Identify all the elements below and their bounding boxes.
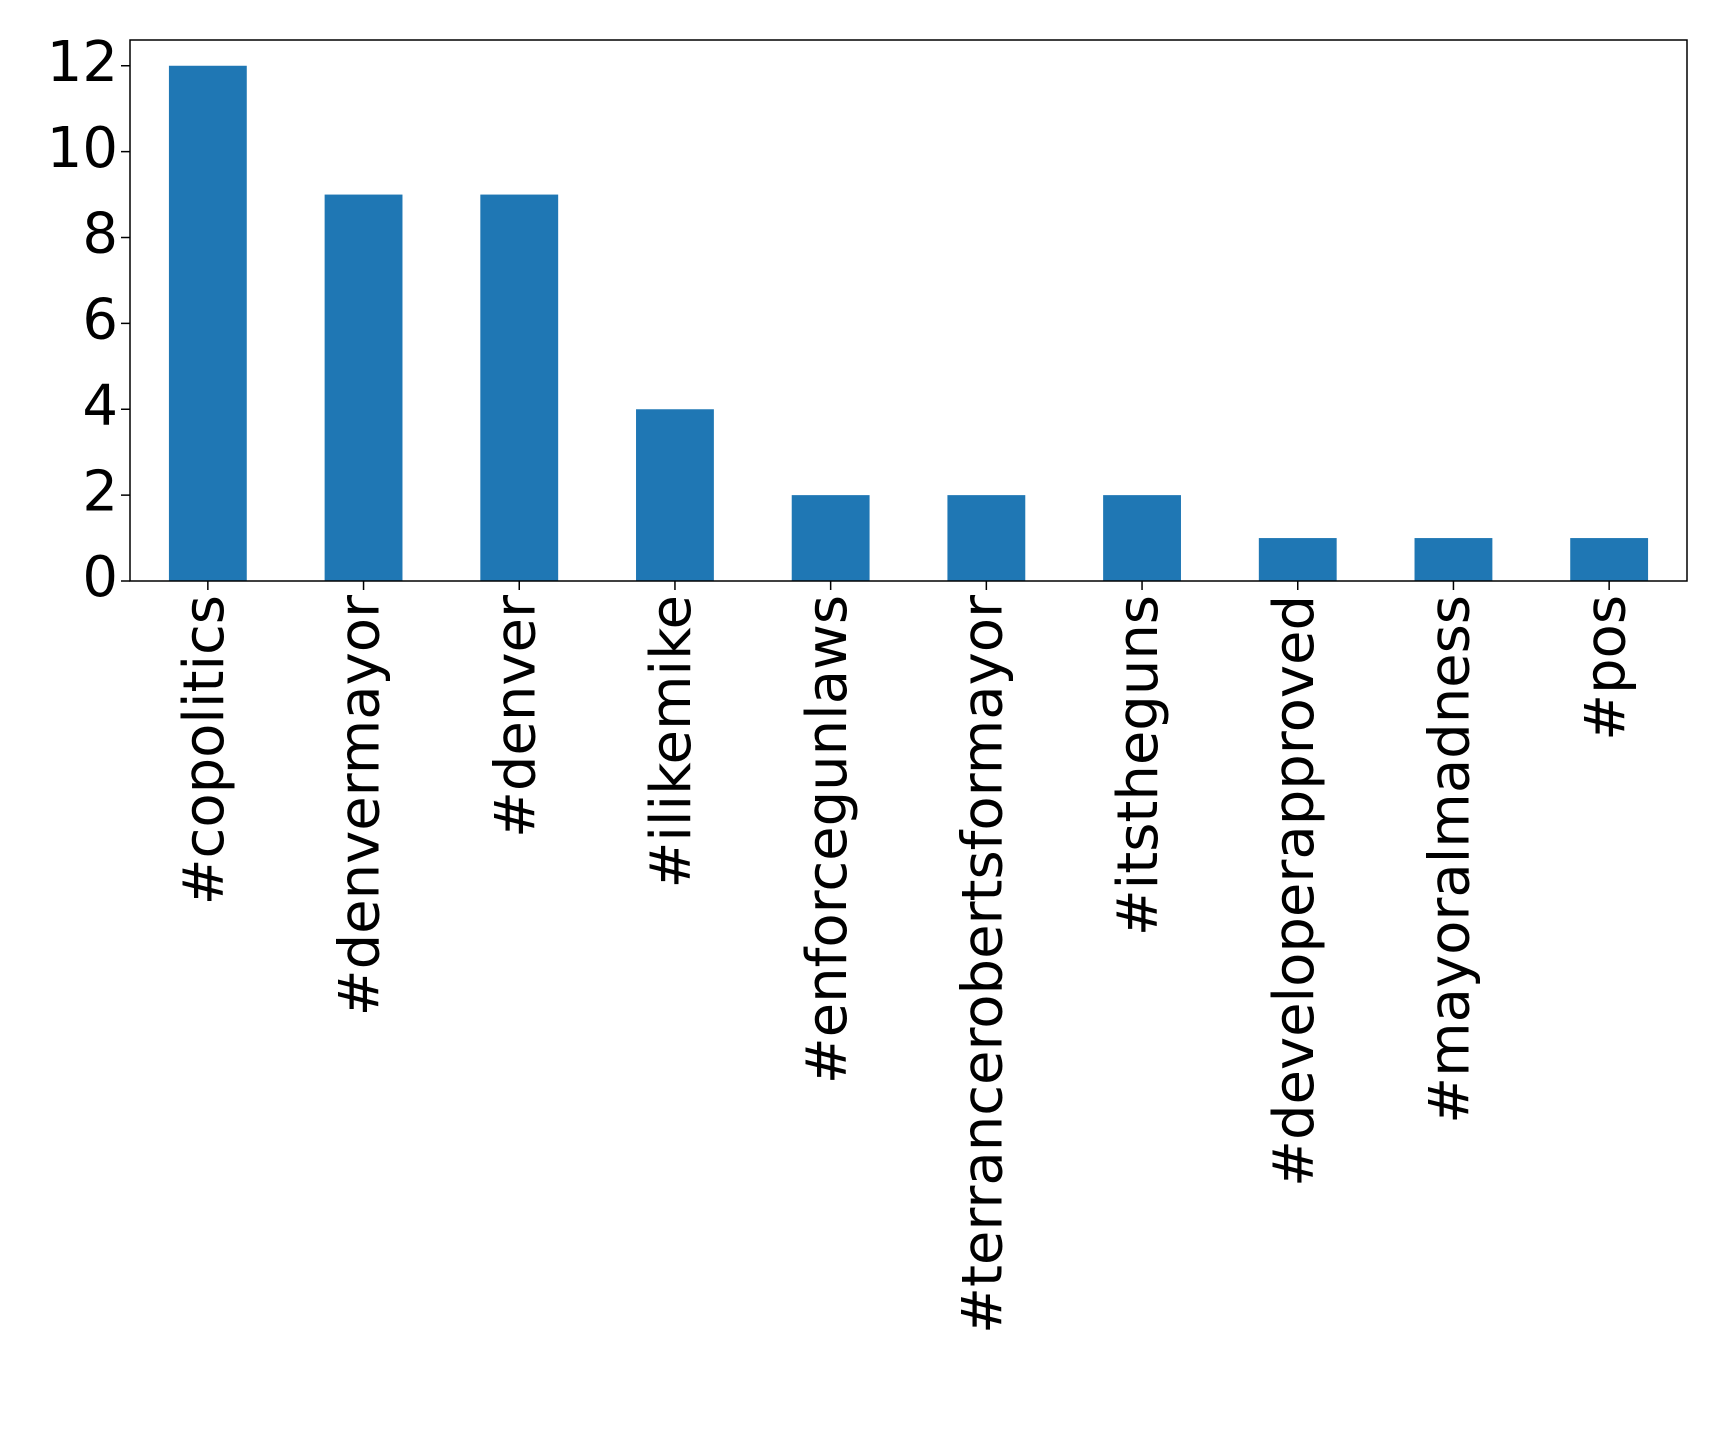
x-tick-label: #terrancerobertsformayor [950, 594, 1015, 1334]
bar [1414, 538, 1493, 581]
x-tick-label: #denvermayor [328, 594, 393, 1016]
bar [480, 194, 559, 582]
y-tick-label: 6 [82, 288, 118, 353]
y-tick-label: 2 [82, 459, 118, 524]
x-tick-label: #mayoralmadness [1418, 595, 1483, 1124]
bar [1570, 538, 1649, 581]
y-tick-label: 8 [82, 202, 118, 267]
x-tick-label: #denver [483, 594, 548, 838]
bar [636, 409, 714, 581]
y-tick-label: 12 [47, 30, 118, 95]
x-tick-label: #itstheguns [1106, 595, 1171, 936]
y-tick-label: 0 [82, 545, 118, 610]
bar [324, 194, 403, 582]
x-tick-label: #enforcegunlaws [795, 595, 860, 1084]
plot-frame [129, 39, 1688, 582]
x-tick-label: #ilikemike [639, 595, 704, 888]
bar [168, 65, 247, 581]
y-tick-label: 10 [47, 116, 118, 181]
bar [791, 495, 870, 581]
y-tick-label: 4 [82, 373, 118, 438]
bar [1258, 538, 1337, 581]
x-tick-label: #copolitics [172, 595, 237, 905]
bar [1103, 495, 1181, 581]
bar [947, 495, 1026, 581]
x-tick-label: #pos [1573, 595, 1638, 741]
x-tick-label: #developerapproved [1262, 595, 1327, 1187]
